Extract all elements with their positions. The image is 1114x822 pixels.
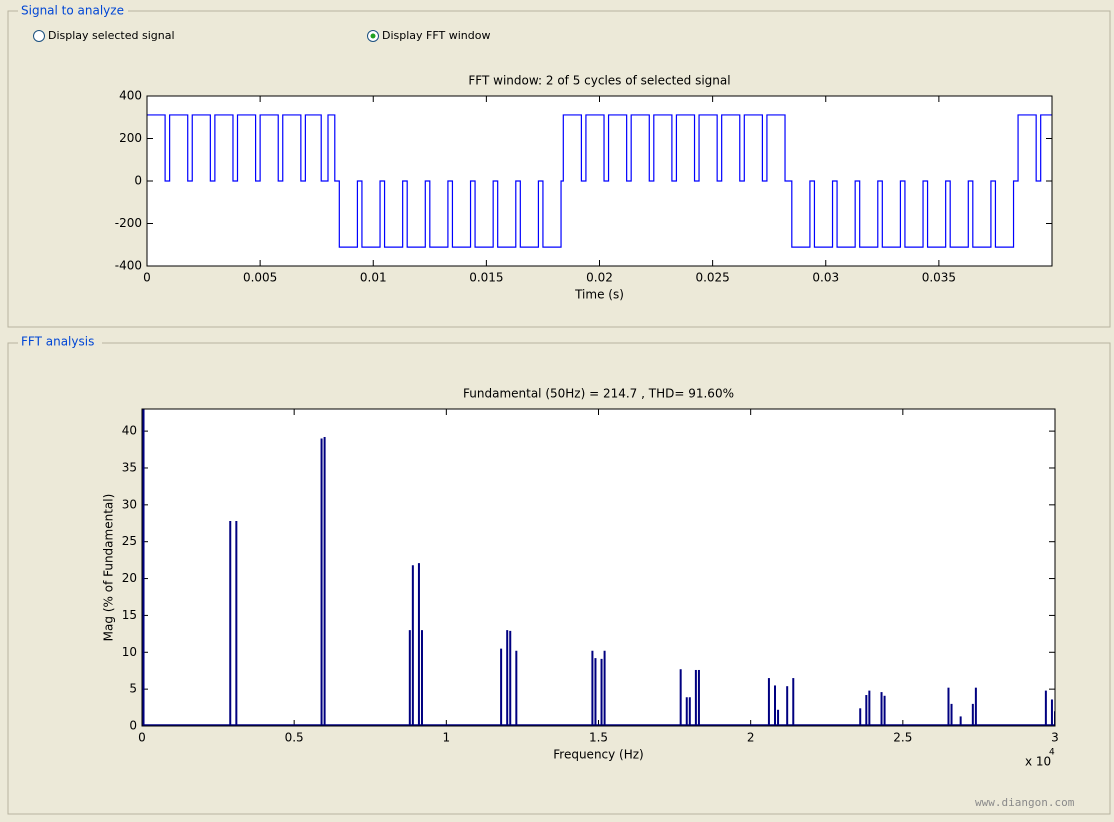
x-tick-label: 0.035 <box>922 271 956 285</box>
x-tick-label: 2 <box>747 731 755 745</box>
group-box <box>7 342 1111 815</box>
radio-label: Display selected signal <box>48 29 175 42</box>
y-tick-label: 5 <box>129 682 137 696</box>
y-tick-label: 10 <box>122 645 137 659</box>
chart-title: FFT window: 2 of 5 cycles of selected si… <box>468 74 730 88</box>
x-axis-label: Frequency (Hz) <box>553 748 644 762</box>
radio-label: Display FFT window <box>382 29 490 42</box>
y-tick-label: 20 <box>122 571 137 585</box>
x-tick-label: 0.03 <box>812 271 839 285</box>
series <box>142 409 1055 726</box>
group-title: FFT analysis <box>21 335 94 349</box>
x-tick-label: 0.5 <box>285 731 304 745</box>
plot-border <box>141 408 1056 727</box>
x-multiplier: x 10 <box>1025 755 1051 769</box>
group-label-bg <box>18 4 128 18</box>
y-tick-label: 30 <box>122 497 137 511</box>
y-tick-label: -400 <box>115 259 142 273</box>
y-tick-label: 400 <box>119 89 142 103</box>
x-tick-label: 0 <box>143 271 151 285</box>
x-tick-label: 0.02 <box>586 271 613 285</box>
x-tick-label: 0.01 <box>360 271 387 285</box>
x-tick-label: 0.005 <box>243 271 277 285</box>
x-tick-label: 3 <box>1051 731 1059 745</box>
radio-circle <box>33 30 45 42</box>
y-axis-label: Mag (% of Fundamental) <box>102 494 116 642</box>
group-label-bg <box>18 336 102 350</box>
y-tick-label: -200 <box>115 216 142 230</box>
y-tick-label: 0 <box>129 719 137 733</box>
y-tick-label: 15 <box>122 608 137 622</box>
y-tick-label: 200 <box>119 131 142 145</box>
y-tick-label: 35 <box>122 460 137 474</box>
x-exponent: 4 <box>1049 748 1055 758</box>
watermark: www.diangon.com <box>975 796 1075 809</box>
x-tick-label: 0.015 <box>469 271 503 285</box>
radio-button[interactable]: Display FFT window <box>367 29 491 42</box>
y-tick-label: 25 <box>122 534 137 548</box>
x-tick-label: 1 <box>443 731 451 745</box>
group-box <box>7 10 1111 328</box>
x-tick-label: 2.5 <box>893 731 912 745</box>
group-title: Signal to analyze <box>21 4 124 18</box>
chart-title: Fundamental (50Hz) = 214.7 , THD= 91.60% <box>463 387 734 401</box>
x-tick-label: 0.025 <box>695 271 729 285</box>
signal-line <box>147 114 1052 248</box>
plot-border <box>146 95 1053 267</box>
radio-button[interactable]: Display selected signal <box>33 29 175 42</box>
plot-area <box>142 409 1055 726</box>
x-axis-label: Time (s) <box>574 288 624 302</box>
series <box>147 114 1052 248</box>
y-tick-label: 0 <box>134 174 142 188</box>
x-tick-label: 0 <box>138 731 146 745</box>
radio-dot <box>370 33 376 39</box>
x-tick-label: 1.5 <box>589 731 608 745</box>
y-tick-label: 40 <box>122 424 137 438</box>
